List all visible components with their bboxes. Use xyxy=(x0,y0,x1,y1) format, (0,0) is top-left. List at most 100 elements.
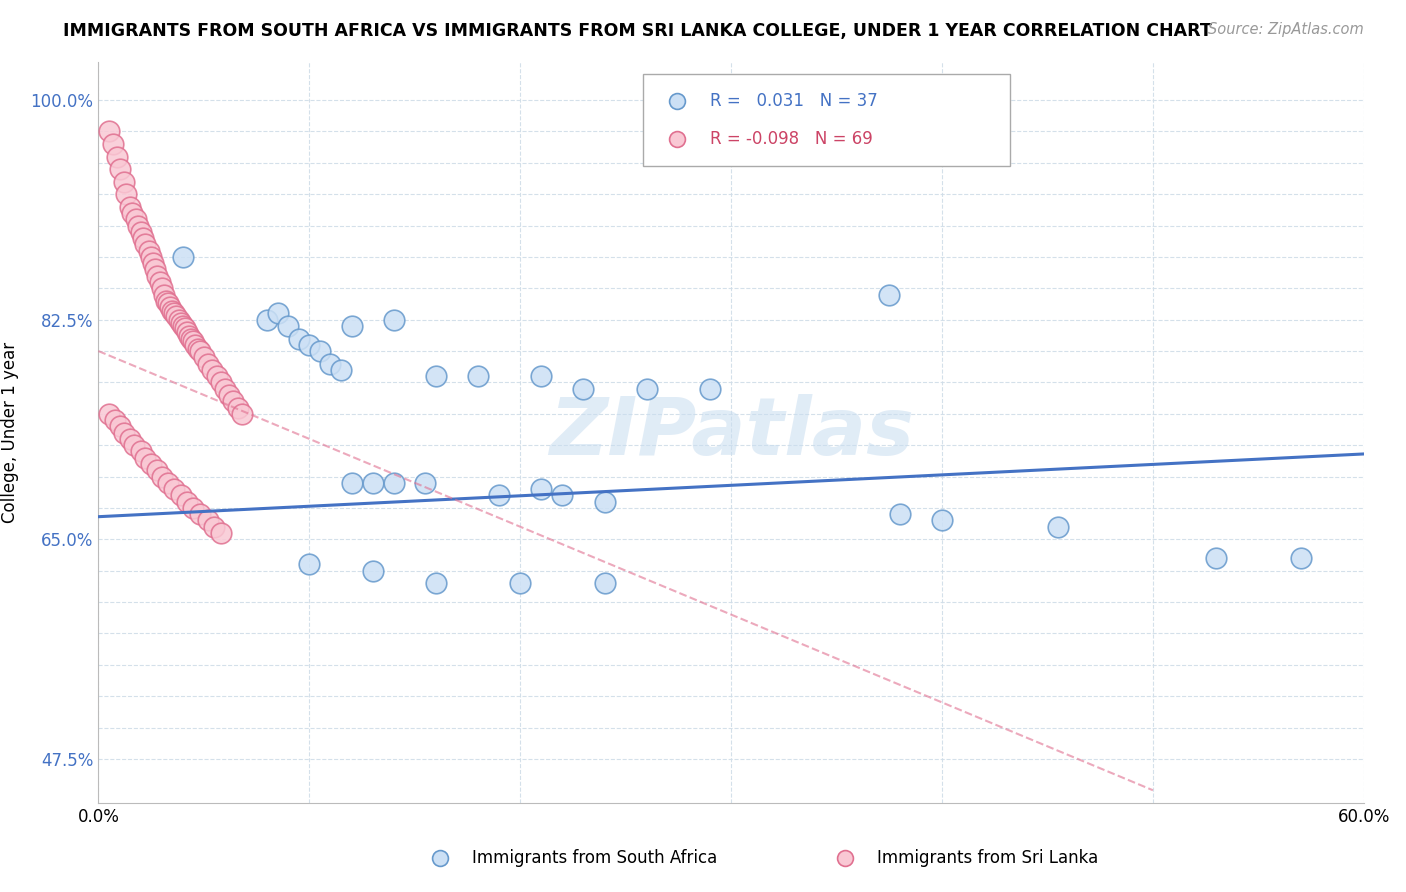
Point xyxy=(298,338,321,352)
Text: R = -0.098   N = 69: R = -0.098 N = 69 xyxy=(710,129,872,147)
Point xyxy=(176,494,198,508)
Point xyxy=(162,304,183,318)
Point xyxy=(115,187,138,202)
Point xyxy=(425,369,447,384)
Point xyxy=(184,338,207,352)
Text: ZIPatlas: ZIPatlas xyxy=(548,393,914,472)
Point xyxy=(193,351,215,365)
Point xyxy=(174,321,197,335)
Text: Source: ZipAtlas.com: Source: ZipAtlas.com xyxy=(1208,22,1364,37)
Point xyxy=(1046,520,1070,534)
Point xyxy=(201,363,224,377)
Point xyxy=(231,407,253,421)
Point xyxy=(287,331,309,345)
Point xyxy=(186,342,209,356)
Point xyxy=(256,312,278,326)
Point xyxy=(530,482,553,496)
Point xyxy=(163,306,186,320)
Point xyxy=(146,463,169,477)
Point xyxy=(172,250,194,264)
Point xyxy=(699,382,721,396)
Point xyxy=(530,369,553,384)
Point xyxy=(170,317,193,331)
Point xyxy=(155,293,177,308)
Point xyxy=(108,419,131,434)
Point xyxy=(129,225,152,239)
Point xyxy=(1205,551,1227,566)
Point xyxy=(593,576,616,591)
Text: Immigrants from South Africa: Immigrants from South Africa xyxy=(471,849,717,867)
Point xyxy=(121,206,143,220)
Point xyxy=(382,475,405,490)
Point xyxy=(1050,159,1074,173)
Point xyxy=(146,268,169,283)
Point xyxy=(330,363,353,377)
Point xyxy=(572,382,595,396)
Point xyxy=(108,162,131,177)
Point xyxy=(166,309,188,323)
Point xyxy=(159,300,181,314)
Point xyxy=(222,394,245,409)
Point xyxy=(142,256,165,270)
Point xyxy=(413,475,436,490)
Point xyxy=(107,150,129,164)
FancyBboxPatch shape xyxy=(643,73,1010,166)
Point xyxy=(425,576,447,591)
Point xyxy=(267,306,290,320)
Point xyxy=(134,450,156,465)
Point xyxy=(112,425,135,440)
Point xyxy=(167,312,190,326)
Point xyxy=(145,262,166,277)
Point xyxy=(170,488,193,502)
Point xyxy=(138,244,160,258)
Point xyxy=(340,475,363,490)
Point xyxy=(931,513,953,527)
Point xyxy=(172,318,194,333)
Text: R =   0.031   N = 37: R = 0.031 N = 37 xyxy=(710,92,877,110)
Point xyxy=(467,369,489,384)
Point xyxy=(197,357,219,371)
Point xyxy=(197,513,219,527)
Point xyxy=(149,275,172,289)
Point xyxy=(204,520,226,534)
Point xyxy=(593,494,616,508)
Point xyxy=(120,200,141,214)
Point xyxy=(176,325,198,339)
Point xyxy=(134,237,156,252)
Y-axis label: College, Under 1 year: College, Under 1 year xyxy=(1,342,20,524)
Point xyxy=(98,407,121,421)
Point xyxy=(298,558,321,572)
Point xyxy=(877,287,901,301)
Text: IMMIGRANTS FROM SOUTH AFRICA VS IMMIGRANTS FROM SRI LANKA COLLEGE, UNDER 1 YEAR : IMMIGRANTS FROM SOUTH AFRICA VS IMMIGRAN… xyxy=(63,22,1212,40)
Point xyxy=(488,488,510,502)
Point xyxy=(1050,222,1074,236)
Point xyxy=(132,231,155,245)
Point xyxy=(150,281,173,295)
Point xyxy=(1289,551,1312,566)
Point xyxy=(509,576,531,591)
Point xyxy=(889,507,911,521)
Point xyxy=(188,344,211,359)
Point xyxy=(319,357,342,371)
Point xyxy=(209,526,232,541)
Point xyxy=(205,369,228,384)
Point xyxy=(183,500,205,515)
Point xyxy=(188,507,211,521)
Point xyxy=(163,482,186,496)
Point xyxy=(112,175,135,189)
Text: Immigrants from Sri Lanka: Immigrants from Sri Lanka xyxy=(877,849,1098,867)
Point xyxy=(103,136,125,151)
Point xyxy=(361,475,384,490)
Point xyxy=(125,212,148,227)
Point xyxy=(752,105,775,120)
Point xyxy=(209,376,232,390)
Point xyxy=(183,334,205,348)
Point xyxy=(214,382,236,396)
Point xyxy=(551,488,574,502)
Point xyxy=(361,564,384,578)
Point xyxy=(340,318,363,333)
Point xyxy=(141,457,163,471)
Point xyxy=(153,287,176,301)
Point xyxy=(124,438,146,452)
Point xyxy=(180,331,202,345)
